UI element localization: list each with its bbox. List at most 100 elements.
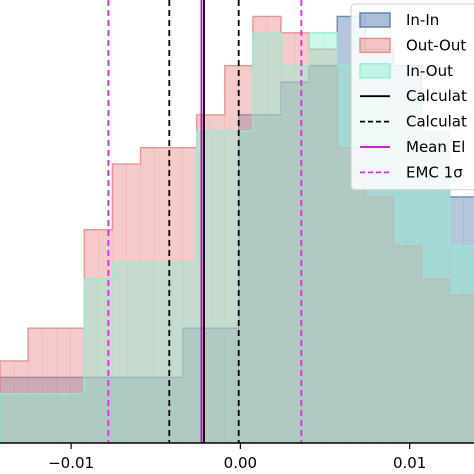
series-out-out xyxy=(0,15,474,444)
bar-in-in xyxy=(323,65,338,443)
bar-in-in xyxy=(112,377,127,443)
bar-in-in xyxy=(449,196,465,443)
bar-in-out xyxy=(309,32,324,444)
bar-in-out xyxy=(449,246,465,443)
x-tick-label: 0.01 xyxy=(393,454,426,472)
outline-in-out xyxy=(0,32,474,443)
bar-out-out xyxy=(407,246,422,443)
bar-out-out xyxy=(42,328,57,443)
bar-in-out xyxy=(154,262,170,443)
bar-out-out xyxy=(379,196,394,443)
bar-in-in xyxy=(281,82,296,443)
bar-in-out xyxy=(84,278,99,443)
legend-label: In-Out xyxy=(406,62,453,80)
legend-label: In-In xyxy=(406,11,439,29)
bar-in-out xyxy=(112,262,127,443)
bar-in-out xyxy=(210,131,226,443)
bar-out-out xyxy=(238,65,254,443)
bar-in-out xyxy=(168,262,184,443)
bar-in-in xyxy=(337,16,352,443)
bar-out-out xyxy=(351,147,366,444)
bar-in-out xyxy=(295,65,310,443)
histogram-bars xyxy=(0,15,474,444)
legend-swatch-in-out xyxy=(359,63,391,79)
bar-in-out xyxy=(252,32,268,444)
bar-out-out xyxy=(28,328,43,443)
bar-out-out xyxy=(252,16,268,443)
x-tick-label: −0.01 xyxy=(48,454,94,472)
bar-in-out xyxy=(266,32,282,444)
bar-in-in xyxy=(295,82,310,443)
bar-out-out xyxy=(182,147,198,444)
bar-out-out xyxy=(56,328,71,443)
bar-in-in xyxy=(266,114,282,443)
bar-in-in xyxy=(224,328,240,443)
bar-in-out xyxy=(98,278,113,443)
bar-out-out xyxy=(224,65,240,443)
legend-swatch-in-in xyxy=(359,12,391,28)
bar-in-out xyxy=(42,393,57,443)
bar-out-out xyxy=(84,229,99,443)
bar-in-out xyxy=(238,131,254,443)
bar-in-out xyxy=(435,131,451,443)
bar-out-out xyxy=(126,164,141,443)
bar-in-out xyxy=(0,393,15,443)
bar-out-out xyxy=(70,328,85,443)
legend-label: Out-Out xyxy=(406,36,466,54)
bar-in-out xyxy=(28,393,43,443)
reference-lines xyxy=(107,0,303,443)
legend-label: Calculat xyxy=(406,87,467,105)
bar-out-out xyxy=(168,147,184,444)
bar-out-out xyxy=(309,49,324,443)
bar-out-out xyxy=(210,114,226,443)
bar-out-out xyxy=(463,295,474,443)
bar-out-out xyxy=(0,360,15,443)
bar-in-out xyxy=(224,131,240,443)
bar-out-out xyxy=(393,246,408,443)
legend-swatch-out-out xyxy=(359,37,391,54)
bar-out-out xyxy=(281,32,296,444)
bar-in-in xyxy=(168,377,184,443)
bar-out-out xyxy=(337,147,352,444)
x-tick-label: 0.00 xyxy=(224,454,257,472)
bar-in-in xyxy=(182,328,198,443)
series-in-out xyxy=(0,32,474,444)
bar-out-out xyxy=(365,196,380,443)
bar-in-out xyxy=(421,131,436,443)
bar-out-out xyxy=(112,164,127,443)
legend-label: Calculat xyxy=(406,113,467,131)
bar-in-out xyxy=(56,393,71,443)
bar-out-out xyxy=(266,16,282,443)
bar-in-in xyxy=(154,377,170,443)
bar-in-in xyxy=(126,377,141,443)
bar-in-in xyxy=(140,377,155,443)
outline-out-out xyxy=(0,15,474,443)
bar-out-out xyxy=(154,147,170,444)
bar-in-in xyxy=(252,114,268,443)
bar-in-in xyxy=(210,328,226,443)
bar-in-in xyxy=(435,131,451,443)
bar-out-out xyxy=(140,147,155,444)
bar-out-out xyxy=(435,278,451,443)
bar-out-out xyxy=(14,360,29,443)
bar-in-in xyxy=(84,377,99,443)
bar-in-in xyxy=(463,196,474,443)
bar-in-out xyxy=(14,393,29,443)
bar-in-in xyxy=(238,114,254,443)
bar-in-out xyxy=(323,32,338,444)
bar-out-out xyxy=(449,295,465,443)
legend: In-In Out-Out In-Out Calculat Calculat Mean E… xyxy=(350,3,474,191)
bar-in-out xyxy=(182,262,198,443)
legend-label: Mean El xyxy=(406,138,465,156)
bar-in-out xyxy=(140,262,155,443)
bar-out-out xyxy=(323,49,338,443)
legend-label: EMC 1σ xyxy=(406,163,463,181)
bar-in-out xyxy=(126,262,141,443)
bar-in-out xyxy=(70,393,85,443)
bar-in-in xyxy=(421,131,436,443)
bar-out-out xyxy=(421,278,436,443)
bar-in-out xyxy=(337,65,352,443)
bar-out-out xyxy=(295,32,310,444)
bar-in-in xyxy=(309,65,324,443)
